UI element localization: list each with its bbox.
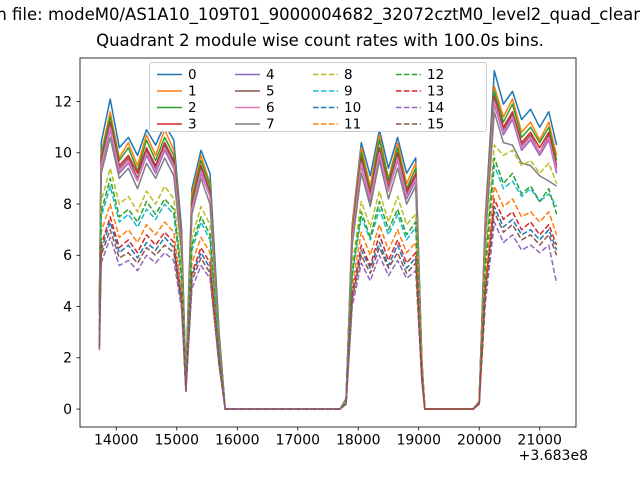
x-tick-label: 21000 [517, 433, 562, 449]
series-line-8 [98, 144, 558, 410]
legend-label-4: 4 [266, 67, 275, 83]
legend-label-9: 9 [344, 84, 353, 100]
series-line-12 [98, 157, 558, 410]
axes-title: Quadrant 2 module wise count rates with … [96, 31, 544, 50]
legend-frame [149, 62, 487, 132]
x-axis-offset-label: +3.683e8 [518, 448, 588, 464]
legend-label-13: 13 [427, 84, 444, 100]
y-tick-label: 0 [63, 402, 72, 418]
y-tick-label: 6 [63, 248, 72, 264]
x-tick-label: 14000 [94, 433, 139, 449]
x-tick-label: 18000 [336, 433, 381, 449]
x-tick-label: 19000 [396, 433, 441, 449]
legend-label-5: 5 [266, 84, 275, 100]
legend-label-8: 8 [344, 67, 353, 83]
y-tick-label: 12 [54, 94, 72, 110]
series-line-7 [98, 111, 558, 410]
legend-label-12: 12 [427, 67, 444, 83]
series-line-15 [98, 211, 558, 410]
legend-label-14: 14 [427, 100, 444, 116]
series-line-13 [98, 198, 558, 410]
legend-label-15: 15 [427, 117, 444, 133]
x-tick-label: 20000 [457, 433, 502, 449]
legend-label-2: 2 [188, 100, 197, 116]
y-tick-label: 4 [63, 299, 72, 315]
x-tick-label: 15000 [155, 433, 200, 449]
legend-label-3: 3 [188, 117, 197, 133]
figure-title: n file: modeM0/AS1A10_109T01_9000004682_… [0, 5, 640, 24]
legend-label-0: 0 [188, 67, 197, 83]
series-line-11 [98, 185, 558, 410]
y-tick-label: 8 [63, 197, 72, 213]
series-lines [98, 70, 558, 410]
legend-label-11: 11 [344, 117, 361, 133]
axes-frame [79, 57, 577, 428]
legend-label-10: 10 [344, 100, 361, 116]
legend-label-6: 6 [266, 100, 275, 116]
y-tick-label: 10 [54, 146, 72, 162]
x-tick-label: 16000 [215, 433, 260, 449]
legend-label-1: 1 [188, 84, 197, 100]
x-tick-label: 17000 [275, 433, 320, 449]
legend-label-7: 7 [266, 117, 275, 133]
y-tick-label: 2 [63, 351, 72, 367]
series-line-10 [98, 205, 558, 410]
